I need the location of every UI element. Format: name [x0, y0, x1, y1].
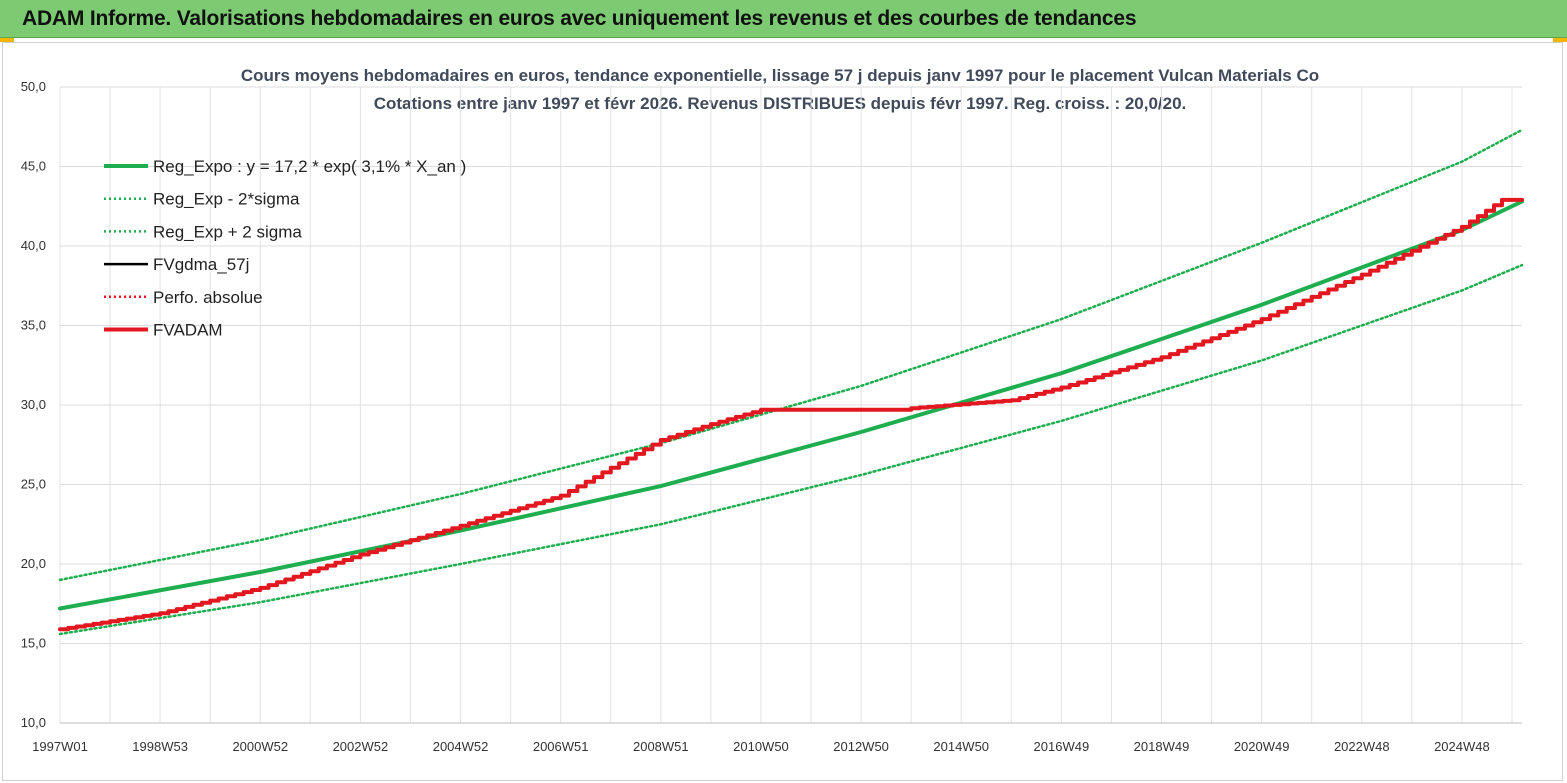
series-group: [58, 128, 1524, 636]
x-tick-label: 2002W52: [333, 739, 389, 754]
legend-label-3: FVgdma_57j: [153, 255, 249, 274]
x-tick-label: 2016W49: [1034, 739, 1090, 754]
x-tick-label: 1997W01: [32, 739, 88, 754]
chart-title: Cours moyens hebdomadaires en euros, ten…: [241, 66, 1319, 85]
y-tick-label: 25,0: [21, 477, 46, 492]
y-tick-label: 10,0: [21, 715, 46, 730]
x-tick-label: 2018W49: [1134, 739, 1190, 754]
x-tick-label: 2012W50: [833, 739, 889, 754]
legend-label-1: Reg_Exp - 2*sigma: [153, 190, 300, 209]
report-title: ADAM Informe. Valorisations hebdomadaire…: [22, 7, 1137, 30]
series-line-5: [58, 197, 1524, 632]
y-tick-label: 30,0: [21, 397, 46, 412]
x-tick-label: 2020W49: [1234, 739, 1290, 754]
legend: Reg_Expo : y = 17,2 * exp( 3,1% * X_an )…: [104, 157, 466, 340]
legend-label-5: FVADAM: [153, 321, 223, 340]
axes: 10,0 15,0 20,0 25,0 30,0 35,0 40,0 45,0 50,0 1997…: [21, 79, 1522, 754]
legend-label-0: Reg_Expo : y = 17,2 * exp( 3,1% * X_an ): [153, 157, 466, 176]
y-tick-label: 50,0: [21, 79, 46, 94]
x-tick-label: 2010W50: [733, 739, 789, 754]
report-header: ADAM Informe. Valorisations hebdomadaire…: [0, 0, 1567, 38]
x-tick-label: 1998W53: [132, 739, 188, 754]
corner-marker-left: [0, 38, 14, 42]
legend-label-2: Reg_Exp + 2 sigma: [153, 222, 302, 241]
chart-subtitle: Cotations entre janv 1997 et févr 2026. …: [374, 94, 1187, 113]
legend-label-4: Perfo. absolue: [153, 288, 263, 307]
x-tick-label: 2014W50: [933, 739, 989, 754]
x-tick-label: 2006W51: [533, 739, 589, 754]
y-tick-label: 45,0: [21, 159, 46, 174]
series-line-0: [58, 199, 1524, 611]
x-tick-label: 2000W52: [232, 739, 288, 754]
chart-frame: [2, 42, 1563, 781]
y-tick-label: 15,0: [21, 636, 46, 651]
x-tick-label: 2024W48: [1434, 739, 1490, 754]
y-tick-label: 40,0: [21, 238, 46, 253]
series-line-1: [58, 263, 1524, 636]
x-tick-label: 2022W48: [1334, 739, 1390, 754]
series-line-2: [58, 128, 1524, 582]
x-tick-label: 2008W51: [633, 739, 689, 754]
y-tick-label: 20,0: [21, 556, 46, 571]
y-tick-label: 35,0: [21, 318, 46, 333]
corner-marker-right: [1553, 38, 1567, 42]
x-tick-label: 2004W52: [433, 739, 489, 754]
